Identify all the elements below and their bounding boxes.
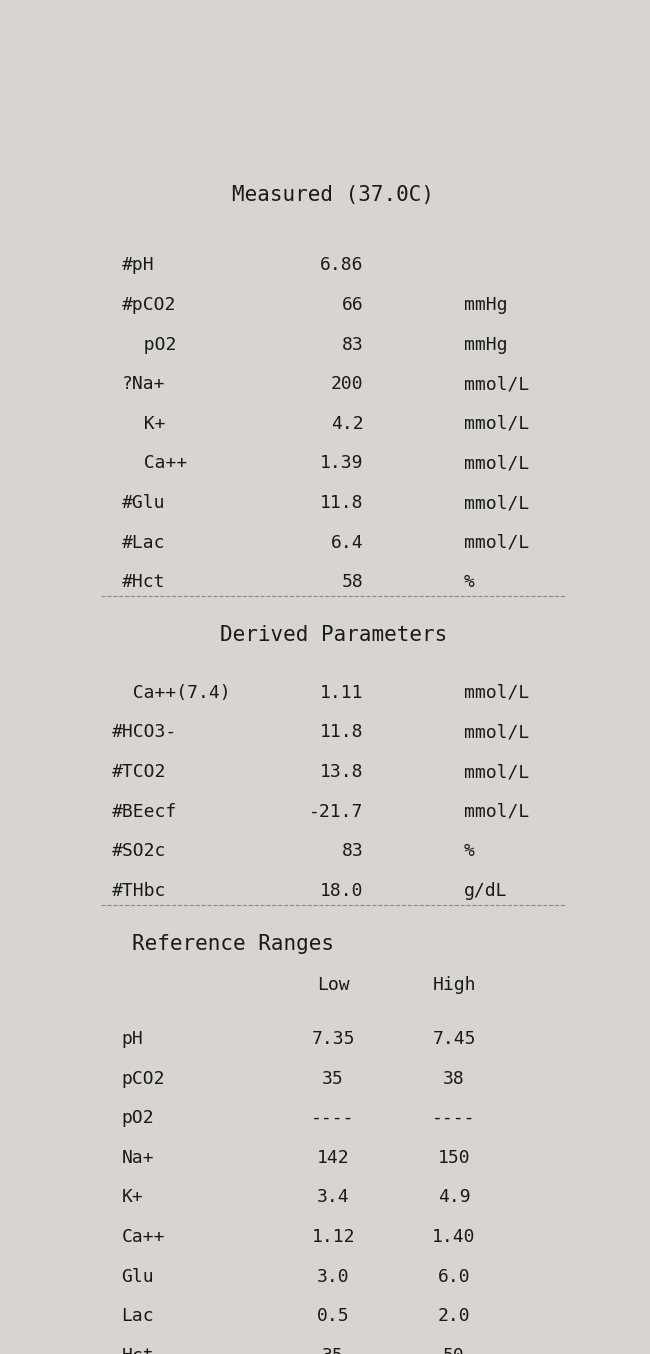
Text: #TCO2: #TCO2 (112, 764, 166, 781)
Text: 7.45: 7.45 (432, 1030, 476, 1048)
Text: 66: 66 (342, 297, 363, 314)
Text: g/dL: g/dL (464, 881, 508, 900)
Text: Glu: Glu (122, 1267, 154, 1285)
Text: Ca++: Ca++ (122, 455, 187, 473)
Text: 83: 83 (342, 842, 363, 860)
Text: Hct: Hct (122, 1347, 154, 1354)
Text: 11.8: 11.8 (320, 494, 363, 512)
Text: ----: ---- (311, 1109, 355, 1127)
Text: mmol/L: mmol/L (464, 723, 529, 742)
Text: -21.7: -21.7 (309, 803, 363, 821)
Text: #BEecf: #BEecf (112, 803, 177, 821)
Text: 1.39: 1.39 (320, 455, 363, 473)
Text: %: % (464, 573, 475, 592)
Text: pO2: pO2 (122, 336, 176, 353)
Text: #HCO3-: #HCO3- (112, 723, 177, 742)
Text: 0.5: 0.5 (317, 1307, 350, 1326)
Text: 13.8: 13.8 (320, 764, 363, 781)
Text: mmHg: mmHg (464, 297, 508, 314)
Text: mmol/L: mmol/L (464, 684, 529, 701)
Text: mmHg: mmHg (464, 336, 508, 353)
Text: %: % (464, 842, 475, 860)
Text: mmol/L: mmol/L (464, 803, 529, 821)
Text: 4.9: 4.9 (437, 1189, 471, 1206)
Text: K+: K+ (122, 1189, 143, 1206)
Text: ?Na+: ?Na+ (122, 375, 165, 393)
Text: mmol/L: mmol/L (464, 533, 529, 551)
Text: mmol/L: mmol/L (464, 455, 529, 473)
Text: 7.35: 7.35 (311, 1030, 355, 1048)
Text: K+: K+ (122, 414, 165, 433)
Text: pH: pH (122, 1030, 143, 1048)
Text: High: High (432, 976, 476, 994)
Text: 83: 83 (342, 336, 363, 353)
Text: 11.8: 11.8 (320, 723, 363, 742)
Text: 1.40: 1.40 (432, 1228, 476, 1246)
Text: Ca++(7.4): Ca++(7.4) (112, 684, 231, 701)
Text: 58: 58 (342, 573, 363, 592)
Text: mmol/L: mmol/L (464, 764, 529, 781)
Text: 1.12: 1.12 (311, 1228, 355, 1246)
Text: ----: ---- (432, 1109, 476, 1127)
Text: 6.4: 6.4 (331, 533, 363, 551)
Text: 50: 50 (443, 1347, 465, 1354)
Text: 150: 150 (437, 1148, 471, 1167)
Text: 35: 35 (322, 1347, 344, 1354)
Text: Low: Low (317, 976, 350, 994)
Text: mmol/L: mmol/L (464, 414, 529, 433)
Text: 3.0: 3.0 (317, 1267, 350, 1285)
Text: Reference Ranges: Reference Ranges (131, 934, 333, 955)
Text: #Hct: #Hct (122, 573, 165, 592)
Text: #pCO2: #pCO2 (122, 297, 176, 314)
Text: Measured (37.0C): Measured (37.0C) (232, 185, 434, 206)
Text: Ca++: Ca++ (122, 1228, 165, 1246)
Text: 142: 142 (317, 1148, 350, 1167)
Text: mmol/L: mmol/L (464, 375, 529, 393)
Text: mmol/L: mmol/L (464, 494, 529, 512)
Text: #Lac: #Lac (122, 533, 165, 551)
Text: 3.4: 3.4 (317, 1189, 350, 1206)
Text: #SO2c: #SO2c (112, 842, 166, 860)
Text: Derived Parameters: Derived Parameters (220, 626, 447, 646)
Text: 6.0: 6.0 (437, 1267, 471, 1285)
Text: Lac: Lac (122, 1307, 154, 1326)
Text: pO2: pO2 (122, 1109, 154, 1127)
Text: 18.0: 18.0 (320, 881, 363, 900)
Text: 4.2: 4.2 (331, 414, 363, 433)
Text: 1.11: 1.11 (320, 684, 363, 701)
Text: 38: 38 (443, 1070, 465, 1087)
Text: #THbc: #THbc (112, 881, 166, 900)
Text: Na+: Na+ (122, 1148, 154, 1167)
Text: 2.0: 2.0 (437, 1307, 471, 1326)
Text: #Glu: #Glu (122, 494, 165, 512)
Text: pCO2: pCO2 (122, 1070, 165, 1087)
Text: 35: 35 (322, 1070, 344, 1087)
Text: 6.86: 6.86 (320, 256, 363, 275)
Text: #pH: #pH (122, 256, 154, 275)
Text: 200: 200 (331, 375, 363, 393)
